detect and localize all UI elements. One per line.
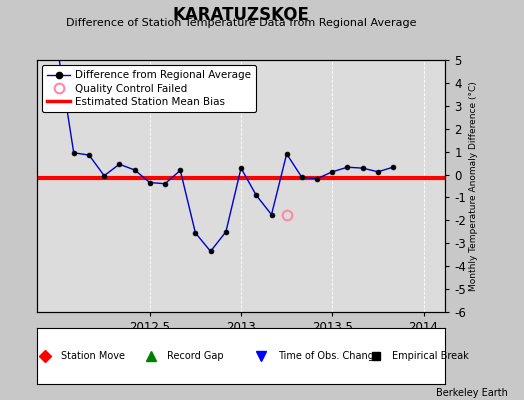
Text: Difference of Station Temperature Data from Regional Average: Difference of Station Temperature Data f… bbox=[66, 18, 416, 28]
Text: Time of Obs. Change: Time of Obs. Change bbox=[278, 351, 380, 361]
Y-axis label: Monthly Temperature Anomaly Difference (°C): Monthly Temperature Anomaly Difference (… bbox=[469, 81, 478, 291]
Text: Berkeley Earth: Berkeley Earth bbox=[436, 388, 508, 398]
Text: Station Move: Station Move bbox=[61, 351, 125, 361]
Legend: Difference from Regional Average, Quality Control Failed, Estimated Station Mean: Difference from Regional Average, Qualit… bbox=[42, 65, 256, 112]
Text: KARATUZSKOE: KARATUZSKOE bbox=[172, 6, 310, 24]
Text: Record Gap: Record Gap bbox=[168, 351, 224, 361]
Text: Empirical Break: Empirical Break bbox=[392, 351, 469, 361]
